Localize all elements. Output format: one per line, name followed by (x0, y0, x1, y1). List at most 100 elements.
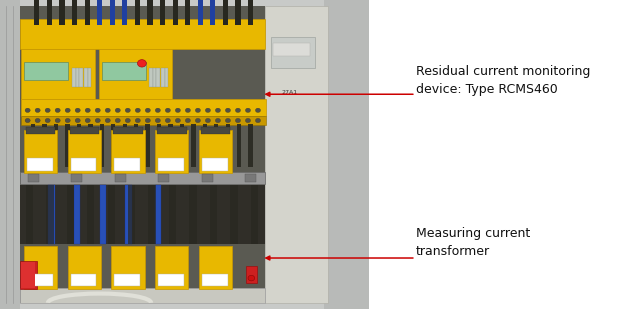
Circle shape (146, 118, 151, 123)
Bar (97, 0, 102, 25)
Bar (108, 185, 115, 244)
Circle shape (25, 118, 30, 123)
Bar (20, 19, 265, 49)
Circle shape (45, 108, 50, 112)
Bar (271, 37, 315, 68)
Circle shape (125, 108, 130, 112)
Bar (21, 116, 266, 125)
Circle shape (195, 108, 200, 112)
Bar (223, 0, 228, 25)
Bar (72, 68, 76, 87)
Bar (160, 0, 165, 25)
Bar (155, 246, 188, 289)
Bar (128, 185, 135, 244)
Circle shape (75, 118, 80, 123)
Bar (226, 124, 230, 167)
Circle shape (248, 275, 255, 281)
Bar (146, 124, 150, 167)
Circle shape (115, 118, 120, 123)
Bar (115, 274, 140, 286)
Bar (157, 124, 161, 167)
Bar (21, 49, 95, 99)
Bar (20, 261, 37, 289)
Bar (198, 0, 203, 25)
Bar (202, 158, 228, 171)
Bar (74, 185, 81, 244)
Bar (71, 158, 96, 171)
Circle shape (175, 118, 180, 123)
Bar (112, 130, 145, 173)
Bar (164, 68, 168, 87)
Circle shape (105, 118, 110, 123)
Bar (48, 185, 55, 244)
Bar (112, 246, 145, 289)
Bar (20, 288, 265, 303)
Bar (71, 174, 82, 182)
Bar (67, 246, 101, 289)
Bar (251, 185, 258, 244)
Bar (100, 185, 106, 244)
Bar (110, 0, 115, 25)
Bar (122, 124, 127, 167)
Bar (67, 185, 74, 244)
Text: Residual current monitoring
device: Type RCMS460: Residual current monitoring device: Type… (416, 65, 590, 96)
Bar (20, 172, 265, 184)
Bar (84, 0, 89, 25)
Text: Measuring current
transformer: Measuring current transformer (416, 227, 530, 258)
Circle shape (85, 118, 90, 123)
Bar (155, 130, 188, 173)
Bar (115, 158, 140, 171)
Circle shape (105, 108, 110, 112)
Bar (69, 127, 99, 134)
Bar (214, 124, 219, 167)
Bar (189, 185, 197, 244)
Circle shape (226, 118, 231, 123)
Circle shape (185, 108, 190, 112)
Bar (72, 0, 77, 25)
Bar (169, 185, 176, 244)
Bar (203, 124, 207, 167)
Bar (47, 0, 52, 25)
Bar (210, 0, 215, 25)
Bar (42, 124, 47, 167)
Circle shape (55, 118, 60, 123)
Bar (59, 0, 65, 25)
Bar (245, 174, 256, 182)
Bar (125, 185, 132, 244)
Bar (26, 127, 55, 134)
Bar (84, 68, 88, 87)
Bar (134, 124, 139, 167)
Bar (210, 185, 217, 244)
Circle shape (226, 108, 231, 112)
Bar (100, 124, 104, 167)
Bar (28, 174, 38, 182)
Bar (46, 185, 54, 244)
Bar (20, 185, 265, 244)
Bar (158, 174, 169, 182)
Bar (87, 185, 94, 244)
Bar (77, 124, 81, 167)
Bar (24, 130, 57, 173)
Bar (237, 124, 241, 167)
Bar (147, 0, 152, 25)
Bar (199, 130, 232, 173)
Bar (66, 124, 70, 167)
Circle shape (155, 108, 161, 112)
Bar (149, 185, 156, 244)
Bar (115, 174, 125, 182)
Circle shape (35, 118, 40, 123)
Circle shape (135, 118, 140, 123)
Bar (246, 266, 256, 283)
Bar (99, 49, 173, 99)
Bar (201, 127, 231, 134)
Circle shape (175, 108, 180, 112)
Bar (202, 174, 213, 182)
Bar (20, 6, 265, 303)
Bar (173, 0, 178, 25)
Circle shape (135, 108, 140, 112)
Bar (67, 130, 101, 173)
Bar (76, 68, 79, 87)
Bar (265, 6, 328, 303)
Circle shape (236, 118, 241, 123)
Bar (88, 68, 91, 87)
